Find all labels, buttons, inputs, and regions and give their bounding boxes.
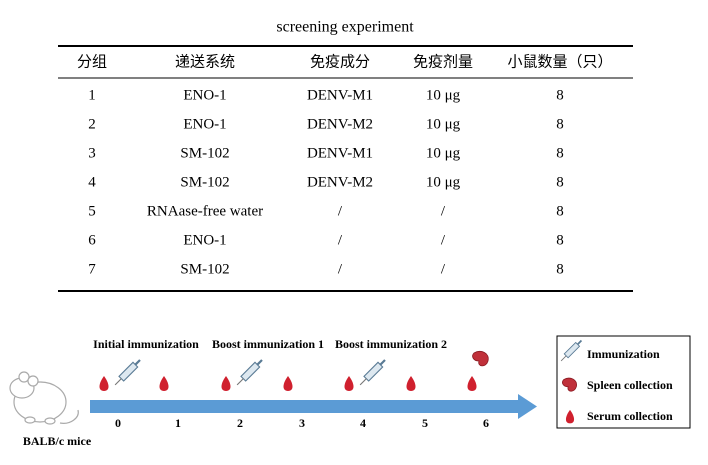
blood-drop-icon	[283, 376, 293, 391]
table-cell: DENV-M2	[307, 174, 373, 190]
syringe-icon	[236, 359, 263, 386]
table-cell: 3	[88, 145, 96, 161]
table-cell: 10 μg	[426, 87, 461, 103]
day-label: 1	[175, 416, 181, 430]
syringe-icon	[359, 359, 386, 386]
table-cell: DENV-M2	[307, 116, 373, 132]
table-cell: 6	[88, 232, 96, 248]
day-label: 3	[299, 416, 305, 430]
timeline: 0 1 2 3 4 5 6 Initial immunization Boost immuniz…	[93, 337, 489, 430]
table-cell: ENO-1	[183, 116, 226, 132]
header-cell: 分组	[77, 53, 107, 71]
syringe-needle	[114, 378, 122, 386]
table-cell: 7	[88, 261, 96, 277]
blood-drop-icon	[467, 376, 477, 391]
syringe-needle	[560, 355, 567, 362]
table-cell: 10 μg	[426, 174, 461, 190]
syringe-icon	[114, 359, 141, 386]
table-cell: 2	[88, 116, 96, 132]
mouse-icon	[9, 371, 79, 425]
day-label: 5	[422, 416, 428, 430]
table-cell: RNAase-free water	[147, 203, 263, 219]
spleen-icon	[562, 377, 577, 392]
timeline-arrow	[90, 400, 520, 413]
table: 分组 递送系统 免疫成分 免疫剂量 小鼠数量（只） 1 ENO-1 DENV-M1 10 μg 8…	[77, 53, 613, 278]
table-cell: /	[338, 203, 343, 219]
syringe-plunger	[134, 359, 141, 366]
table-cell: 5	[88, 203, 96, 219]
blood-drop-icon	[406, 376, 416, 391]
subject-label: BALB/c mice	[23, 434, 92, 448]
phase-label: Initial immunization	[93, 337, 199, 351]
table-cell: /	[338, 261, 343, 277]
syringe-needle	[359, 378, 367, 386]
table-cell: DENV-M1	[307, 87, 373, 103]
syringe-icon	[560, 339, 583, 362]
syringe-plunger	[577, 339, 583, 345]
table-cell: SM-102	[180, 174, 229, 190]
table-cell: 8	[556, 116, 564, 132]
blood-drop-icon	[344, 376, 354, 391]
legend: Immunization Spleen collection Serum colle…	[560, 339, 673, 424]
table-cell: 8	[556, 87, 564, 103]
legend-label: Serum collection	[587, 409, 673, 423]
syringe-barrel	[363, 361, 384, 382]
table-cell: ENO-1	[183, 232, 226, 248]
phase-label: Boost immunization 1	[212, 337, 324, 351]
day-label: 0	[115, 416, 121, 430]
timeline-arrowhead	[518, 394, 537, 419]
day-label: 6	[483, 416, 489, 430]
table-cell: 8	[556, 174, 564, 190]
day-label: 4	[360, 416, 366, 430]
table-cell: 8	[556, 145, 564, 161]
header-cell: 免疫成分	[310, 53, 370, 71]
header-cell: 小鼠数量（只）	[507, 53, 612, 71]
table-cell: SM-102	[180, 261, 229, 277]
table-cell: 4	[88, 174, 96, 190]
table-cell: 10 μg	[426, 145, 461, 161]
legend-label: Spleen collection	[587, 378, 673, 392]
legend-box	[556, 335, 691, 429]
table-cell: 8	[556, 261, 564, 277]
syringe-barrel	[118, 361, 139, 382]
blood-drop-icon	[565, 409, 575, 424]
table-cell: 8	[556, 203, 564, 219]
header-cell: 递送系统	[175, 53, 235, 71]
syringe-needle	[236, 378, 244, 386]
header-cell: 免疫剂量	[413, 53, 473, 71]
table-cell: 10 μg	[426, 116, 461, 132]
table-cell: /	[441, 232, 446, 248]
syringe-plunger	[379, 359, 386, 366]
table-cell: DENV-M1	[307, 145, 373, 161]
day-label: 2	[237, 416, 243, 430]
table-cell: 8	[556, 232, 564, 248]
table-cell: ENO-1	[183, 87, 226, 103]
table-cell: SM-102	[180, 145, 229, 161]
table-cell: /	[441, 261, 446, 277]
table-cell: /	[441, 203, 446, 219]
spleen-icon	[472, 351, 489, 367]
syringe-barrel	[240, 361, 261, 382]
blood-drop-icon	[159, 376, 169, 391]
phase-label: Boost immunization 2	[335, 337, 447, 351]
legend-label: Immunization	[587, 347, 660, 361]
table-cell: 1	[88, 87, 96, 103]
table-cell: /	[338, 232, 343, 248]
syringe-plunger	[256, 359, 263, 366]
table-title: screening experiment	[276, 19, 414, 36]
blood-drop-icon	[221, 376, 231, 391]
blood-drop-icon	[99, 376, 109, 391]
